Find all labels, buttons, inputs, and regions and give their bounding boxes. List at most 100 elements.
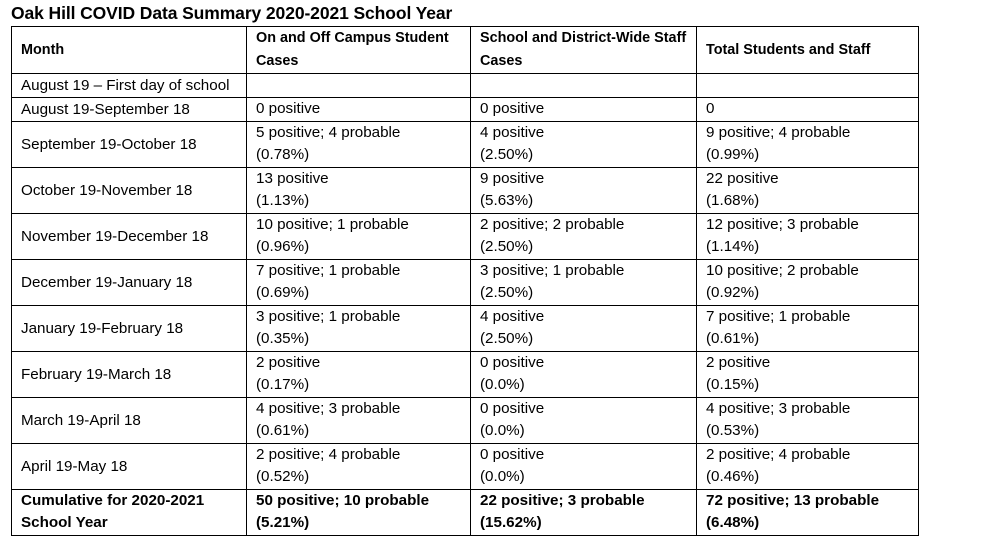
total-cell: 2 positive; 4 probable (0.46%): [696, 443, 919, 490]
student-cases-percent: (0.96%): [256, 238, 310, 255]
month-cell: March 19-April 18: [11, 397, 247, 444]
total-count: 10 positive; 2 probable: [706, 262, 859, 279]
cumulative-student-cases-percent: (5.21%): [256, 514, 310, 531]
cumulative-label-line: Cumulative for 2020-2021: [21, 492, 205, 509]
month-cell: October 19-November 18: [11, 167, 247, 214]
month-cell: November 19-December 18: [11, 213, 247, 260]
cumulative-staff-cases-cell: 22 positive; 3 probable (15.62%): [470, 489, 697, 536]
month-cell: December 19-January 18: [11, 259, 247, 306]
staff-cases-cell: 3 positive; 1 probable (2.50%): [470, 259, 697, 306]
total-cell: 12 positive; 3 probable (1.14%): [696, 213, 919, 260]
cumulative-total-percent: (6.48%): [706, 514, 760, 531]
student-cases-count: 0 positive: [256, 100, 321, 117]
total-count: 9 positive; 4 probable: [706, 124, 851, 141]
staff-cases-percent: (2.50%): [480, 146, 534, 163]
staff-cases-percent: (0.0%): [480, 468, 525, 485]
cumulative-row: Cumulative for 2020-2021 School Year 50 po…: [11, 489, 919, 536]
staff-cases-cell: 0 positive (0.0%): [470, 397, 697, 444]
total-count: 7 positive; 1 probable: [706, 308, 851, 325]
total-count: 2 positive; 4 probable: [706, 446, 851, 463]
student-cases-percent: (0.61%): [256, 422, 310, 439]
total-cell: 0: [696, 97, 919, 122]
total-cell: 7 positive; 1 probable (0.61%): [696, 305, 919, 352]
total-count: 12 positive; 3 probable: [706, 216, 859, 233]
student-cases-percent: (0.35%): [256, 330, 310, 347]
header-total: Total Students and Staff: [696, 26, 919, 74]
cumulative-staff-cases-percent: (15.62%): [480, 514, 542, 531]
table-row: March 19-April 18 4 positive; 3 probable (…: [11, 397, 919, 444]
table-row: August 19-September 18 0 positive 0 positi…: [11, 97, 919, 122]
header-staff-cases: School and District-Wide Staff Cases: [470, 26, 697, 74]
staff-cases-cell: 4 positive (2.50%): [470, 121, 697, 168]
table-row: September 19-October 18 5 positive; 4 pro…: [11, 121, 919, 168]
total-percent: (0.92%): [706, 284, 760, 301]
table-row: December 19-January 18 7 positive; 1 prob…: [11, 259, 919, 306]
student-cases-cell: 2 positive (0.17%): [246, 351, 471, 398]
student-cases-count: 2 positive: [256, 354, 321, 371]
student-cases-cell: 13 positive (1.13%): [246, 167, 471, 214]
total-cell: 4 positive; 3 probable (0.53%): [696, 397, 919, 444]
student-cases-count: 3 positive; 1 probable: [256, 308, 401, 325]
total-percent: (0.53%): [706, 422, 760, 439]
student-cases-cell: 5 positive; 4 probable (0.78%): [246, 121, 471, 168]
student-cases-cell: 2 positive; 4 probable (0.52%): [246, 443, 471, 490]
first-day-students-cell: [246, 73, 471, 98]
total-cell: 2 positive (0.15%): [696, 351, 919, 398]
total-percent: (0.99%): [706, 146, 760, 163]
staff-cases-cell: 4 positive (2.50%): [470, 305, 697, 352]
staff-cases-count: 0 positive: [480, 446, 545, 463]
cumulative-student-cases-cell: 50 positive; 10 probable (5.21%): [246, 489, 471, 536]
cumulative-total-cell: 72 positive; 13 probable (6.48%): [696, 489, 919, 536]
student-cases-count: 5 positive; 4 probable: [256, 124, 401, 141]
staff-cases-count: 0 positive: [480, 354, 545, 371]
total-percent: (0.61%): [706, 330, 760, 347]
staff-cases-cell: 0 positive: [470, 97, 697, 122]
table-row: October 19-November 18 13 positive (1.13%)…: [11, 167, 919, 214]
month-cell: January 19-February 18: [11, 305, 247, 352]
student-cases-count: 4 positive; 3 probable: [256, 400, 401, 417]
header-month: Month: [11, 26, 247, 74]
total-percent: (0.15%): [706, 376, 760, 393]
covid-summary-table: Month On and Off Campus Student Cases Sc…: [11, 26, 919, 536]
table-row: January 19-February 18 3 positive; 1 prob…: [11, 305, 919, 352]
staff-cases-percent: (2.50%): [480, 284, 534, 301]
staff-cases-percent: (2.50%): [480, 238, 534, 255]
student-cases-percent: (0.69%): [256, 284, 310, 301]
first-day-label: August 19 – First day of school: [11, 73, 247, 98]
staff-cases-percent: (5.63%): [480, 192, 534, 209]
first-day-staff-cell: [470, 73, 697, 98]
staff-cases-count: 0 positive: [480, 400, 545, 417]
staff-cases-cell: 0 positive (0.0%): [470, 443, 697, 490]
cumulative-staff-cases-count: 22 positive; 3 probable: [480, 492, 645, 509]
first-day-total-cell: [696, 73, 919, 98]
student-cases-percent: (0.78%): [256, 146, 310, 163]
total-count: 0: [706, 100, 715, 117]
total-percent: (0.46%): [706, 468, 760, 485]
staff-cases-cell: 0 positive (0.0%): [470, 351, 697, 398]
month-cell: August 19-September 18: [11, 97, 247, 122]
staff-cases-percent: (2.50%): [480, 330, 534, 347]
cumulative-label: Cumulative for 2020-2021 School Year: [11, 489, 247, 536]
table-row: November 19-December 18 10 positive; 1 pr…: [11, 213, 919, 260]
staff-cases-count: 3 positive; 1 probable: [480, 262, 625, 279]
student-cases-percent: (0.52%): [256, 468, 310, 485]
total-percent: (1.14%): [706, 238, 760, 255]
total-count: 22 positive: [706, 170, 779, 187]
student-cases-cell: 0 positive: [246, 97, 471, 122]
table-row: April 19-May 18 2 positive; 4 probable (0.…: [11, 443, 919, 490]
cumulative-student-cases-count: 50 positive; 10 probable: [256, 492, 430, 509]
staff-cases-count: 4 positive: [480, 124, 545, 141]
total-percent: (1.68%): [706, 192, 760, 209]
header-row: Month On and Off Campus Student Cases Sc…: [11, 26, 919, 74]
header-student-cases: On and Off Campus Student Cases: [246, 26, 471, 74]
student-cases-percent: (0.17%): [256, 376, 310, 393]
first-day-row: August 19 – First day of school: [11, 73, 919, 98]
total-count: 2 positive: [706, 354, 771, 371]
staff-cases-cell: 9 positive (5.63%): [470, 167, 697, 214]
table-row: February 19-March 18 2 positive (0.17%) 0 p…: [11, 351, 919, 398]
student-cases-cell: 4 positive; 3 probable (0.61%): [246, 397, 471, 444]
document-title: Oak Hill COVID Data Summary 2020-2021 Sc…: [11, 3, 453, 23]
total-cell: 9 positive; 4 probable (0.99%): [696, 121, 919, 168]
total-count: 4 positive; 3 probable: [706, 400, 851, 417]
student-cases-cell: 10 positive; 1 probable (0.96%): [246, 213, 471, 260]
